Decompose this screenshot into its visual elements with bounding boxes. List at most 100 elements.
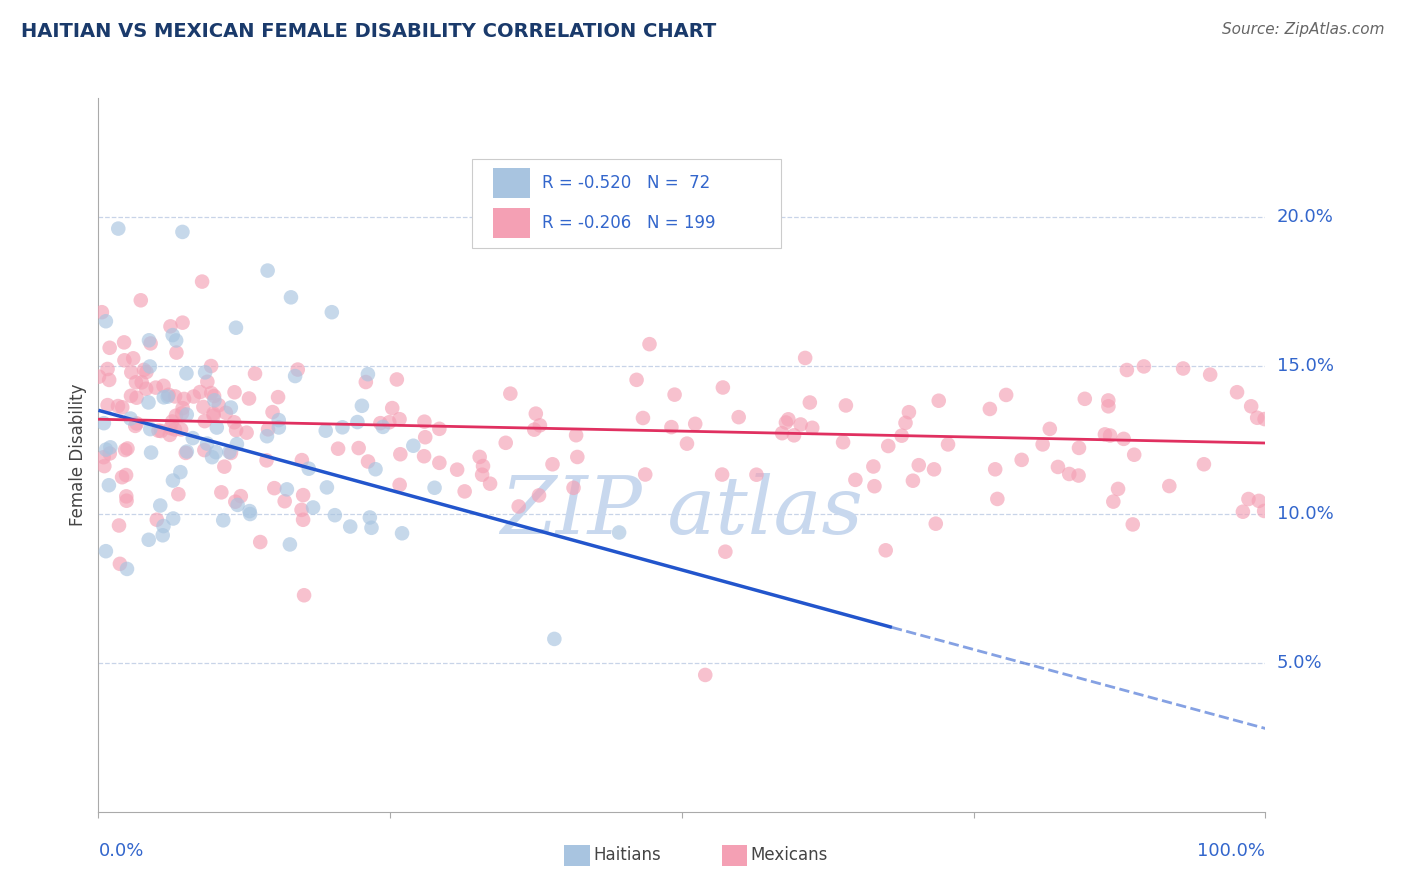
Point: [93, 416, 115, 430]
Point: [634, 467, 657, 482]
Point: [413, 415, 436, 429]
Point: [176, 367, 198, 381]
Point: [93, 450, 115, 465]
Point: [541, 457, 564, 471]
Point: [357, 454, 380, 468]
Text: R = -0.206   N = 199: R = -0.206 N = 199: [541, 214, 716, 232]
Point: [115, 489, 138, 503]
Point: [159, 319, 181, 334]
Point: [214, 459, 236, 474]
Point: [284, 369, 307, 384]
Point: [195, 436, 218, 450]
Point: [200, 386, 222, 401]
Point: [202, 409, 225, 423]
Point: [381, 401, 404, 416]
Point: [235, 425, 257, 440]
Point: [202, 407, 225, 421]
Point: [225, 320, 247, 334]
Point: [291, 453, 314, 467]
Point: [1226, 385, 1249, 400]
Point: [1097, 400, 1119, 414]
Point: [775, 416, 797, 430]
Point: [267, 390, 290, 404]
Point: [907, 458, 929, 473]
Point: [711, 380, 734, 394]
Point: [174, 446, 197, 460]
Point: [371, 420, 394, 434]
Point: [523, 423, 546, 437]
Point: [170, 406, 193, 420]
Point: [200, 359, 222, 373]
Point: [159, 428, 181, 442]
Point: [280, 290, 302, 304]
Point: [543, 632, 565, 646]
Point: [114, 443, 136, 458]
Point: [215, 406, 238, 420]
Point: [1192, 457, 1215, 471]
Point: [1247, 494, 1270, 508]
Point: [1123, 448, 1146, 462]
Point: [894, 416, 917, 430]
Point: [183, 390, 205, 404]
Point: [922, 462, 945, 476]
Point: [370, 416, 392, 430]
Point: [979, 401, 1001, 416]
Point: [676, 436, 699, 450]
Point: [172, 316, 194, 330]
Text: 5.0%: 5.0%: [1277, 654, 1322, 672]
Point: [94, 544, 117, 558]
Text: Source: ZipAtlas.com: Source: ZipAtlas.com: [1222, 22, 1385, 37]
Point: [413, 430, 436, 444]
Point: [298, 461, 321, 475]
Point: [176, 444, 198, 458]
Point: [427, 422, 450, 436]
Point: [162, 328, 184, 343]
Point: [562, 481, 585, 495]
Point: [162, 511, 184, 525]
Point: [529, 418, 551, 433]
Point: [173, 392, 195, 406]
Point: [453, 484, 475, 499]
Point: [120, 411, 142, 425]
Point: [360, 521, 382, 535]
Point: [188, 385, 211, 400]
Point: [832, 435, 855, 450]
Point: [875, 543, 897, 558]
Text: ZIP atlas: ZIP atlas: [501, 474, 863, 550]
Point: [1094, 427, 1116, 442]
Point: [354, 375, 377, 389]
Point: [160, 415, 183, 429]
Point: [364, 462, 387, 476]
Point: [194, 414, 217, 428]
Point: [278, 537, 301, 551]
Point: [1122, 517, 1144, 532]
Point: [120, 389, 142, 403]
Point: [204, 393, 226, 408]
Point: [146, 513, 169, 527]
Point: [302, 500, 325, 515]
Text: Mexicans: Mexicans: [751, 846, 828, 863]
Point: [90, 305, 112, 319]
FancyBboxPatch shape: [494, 208, 530, 237]
Point: [1107, 482, 1129, 496]
Y-axis label: Female Disability: Female Disability: [69, 384, 87, 526]
Point: [357, 367, 380, 381]
Point: [1102, 494, 1125, 508]
Point: [139, 336, 162, 351]
Point: [93, 459, 115, 474]
Point: [139, 445, 162, 459]
Point: [292, 513, 315, 527]
Point: [524, 407, 547, 421]
Point: [661, 420, 683, 434]
Point: [149, 499, 172, 513]
Point: [1039, 422, 1062, 436]
FancyBboxPatch shape: [721, 845, 747, 866]
Point: [120, 365, 142, 379]
Point: [472, 458, 495, 473]
Point: [388, 412, 411, 426]
Point: [125, 376, 148, 390]
Point: [172, 401, 194, 416]
Point: [256, 263, 278, 277]
Point: [124, 418, 146, 433]
Point: [148, 424, 170, 438]
